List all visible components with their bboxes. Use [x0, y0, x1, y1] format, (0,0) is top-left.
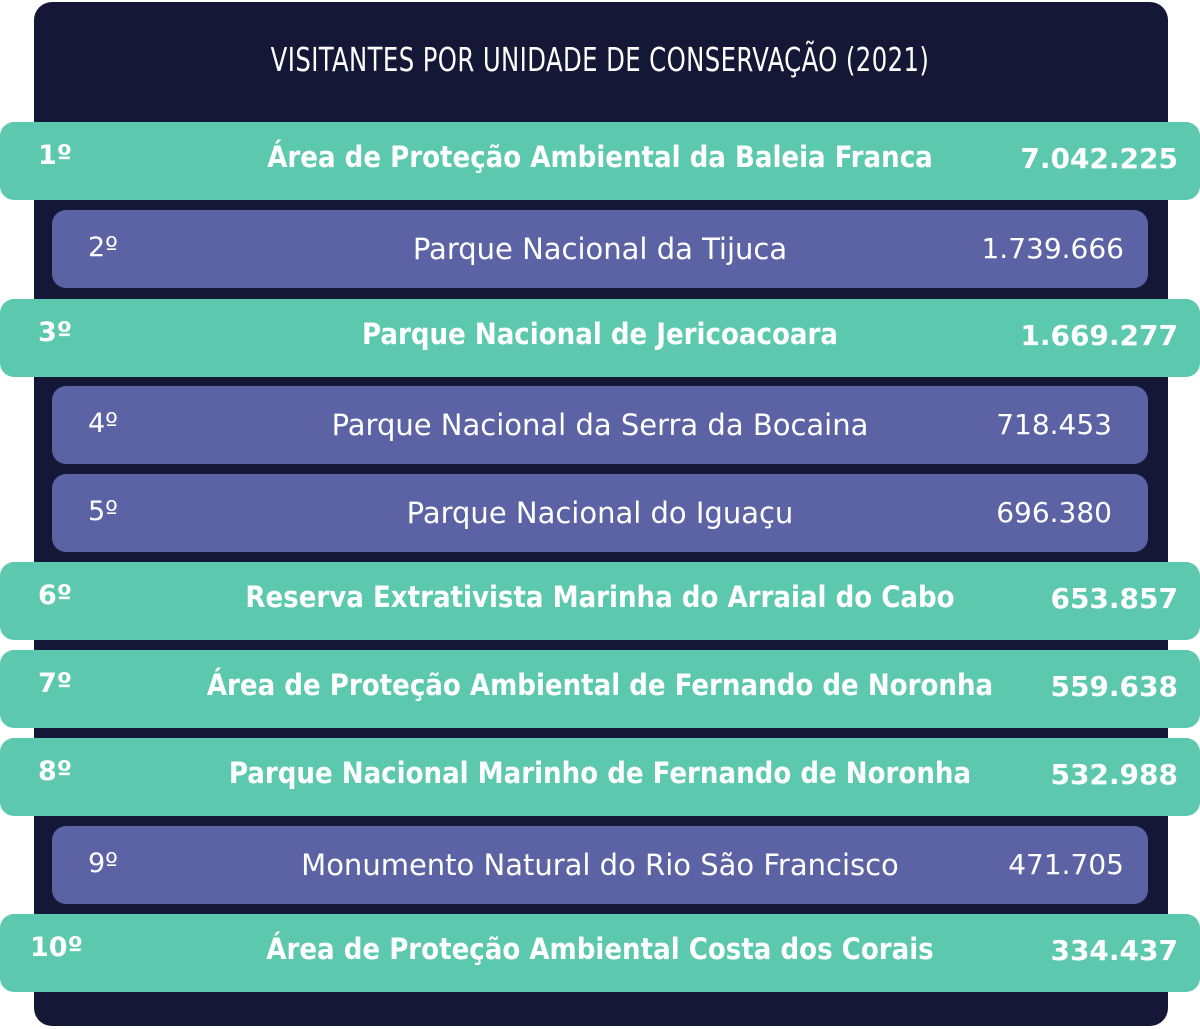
table-row: 9º Monumento Natural do Rio São Francisc…	[52, 826, 1148, 904]
table-row: 3º Parque Nacional de Jericoacoara 1.669…	[0, 299, 1200, 377]
unit-name: Área de Proteção Ambiental da Baleia Fra…	[267, 140, 933, 174]
visitor-count: 7.042.225	[1020, 142, 1178, 175]
visitor-count: 1.739.666	[981, 232, 1124, 265]
chart-title: VISITANTES POR UNIDADE DE CONSERVAÇÃO (2…	[270, 40, 930, 79]
table-row: 6º Reserva Extrativista Marinha do Arrai…	[0, 562, 1200, 640]
unit-name: Reserva Extrativista Marinha do Arraial …	[245, 580, 955, 614]
table-row: 10º Área de Proteção Ambiental Costa dos…	[0, 914, 1200, 992]
visitor-count: 696.380	[996, 496, 1112, 529]
visitor-count: 532.988	[1050, 758, 1178, 791]
visitor-count: 471.705	[1008, 848, 1124, 881]
unit-name: Parque Nacional da Tijuca	[412, 232, 788, 266]
rank-label: 2º	[88, 232, 118, 263]
rank-label: 1º	[38, 140, 73, 171]
table-row: 7º Área de Proteção Ambiental de Fernand…	[0, 650, 1200, 728]
unit-name: Parque Nacional da Serra da Bocaina	[331, 408, 869, 442]
table-row: 2º Parque Nacional da Tijuca 1.739.666	[52, 210, 1148, 288]
rank-label: 7º	[38, 668, 73, 699]
unit-name: Área de Proteção Ambiental de Fernando d…	[206, 668, 994, 702]
rank-label: 9º	[88, 848, 118, 879]
unit-name: Área de Proteção Ambiental Costa dos Cor…	[266, 932, 934, 966]
visitor-count: 653.857	[1050, 582, 1178, 615]
table-row: 5º Parque Nacional do Iguaçu 696.380	[52, 474, 1148, 552]
unit-name: Parque Nacional Marinho de Fernando de N…	[228, 756, 972, 790]
rank-label: 8º	[38, 756, 73, 787]
table-row: 1º Área de Proteção Ambiental da Baleia …	[0, 122, 1200, 200]
rank-label: 5º	[88, 496, 118, 527]
visitor-count: 559.638	[1050, 670, 1178, 703]
unit-name: Parque Nacional do Iguaçu	[406, 496, 794, 530]
visitor-count: 334.437	[1050, 934, 1178, 967]
unit-name: Parque Nacional de Jericoacoara	[362, 317, 838, 351]
unit-name: Monumento Natural do Rio São Francisco	[301, 848, 899, 882]
table-row: 4º Parque Nacional da Serra da Bocaina 7…	[52, 386, 1148, 464]
rank-label: 6º	[38, 580, 73, 611]
rank-label: 10º	[30, 932, 83, 963]
rank-label: 3º	[38, 317, 73, 348]
rank-label: 4º	[88, 408, 118, 439]
table-row: 8º Parque Nacional Marinho de Fernando d…	[0, 738, 1200, 816]
visitor-count: 718.453	[996, 408, 1112, 441]
visitor-count: 1.669.277	[1020, 319, 1178, 352]
